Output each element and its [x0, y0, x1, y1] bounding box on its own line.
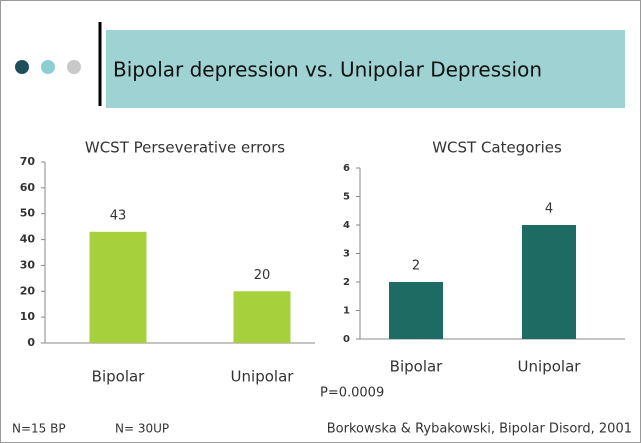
- bar: [389, 282, 443, 339]
- note: N=15 BP: [12, 422, 66, 436]
- y-tick-label: 5: [343, 192, 350, 203]
- y-tick-label: 6: [343, 163, 350, 174]
- x-tick-label: Bipolar: [92, 368, 146, 386]
- y-tick-label: 1: [343, 306, 350, 317]
- value-label: 20: [254, 268, 271, 283]
- x-tick-label: Unipolar: [518, 358, 582, 376]
- y-tick-label: 2: [343, 277, 350, 288]
- dot: [67, 60, 81, 74]
- value-label: 43: [110, 208, 127, 223]
- y-tick-label: 60: [20, 181, 36, 194]
- y-tick-label: 0: [27, 336, 35, 349]
- chart-title: WCST Categories: [432, 139, 562, 157]
- y-tick-label: 50: [20, 207, 36, 220]
- y-tick-label: 40: [20, 233, 36, 246]
- x-tick-label: Bipolar: [390, 358, 444, 376]
- p-value: P=0.0009: [320, 386, 384, 401]
- bar: [89, 231, 147, 343]
- bar: [522, 225, 576, 339]
- x-tick-label: Unipolar: [231, 368, 295, 386]
- note: N= 30UP: [115, 422, 169, 436]
- dot: [15, 60, 29, 74]
- y-tick-label: 10: [20, 310, 36, 323]
- y-tick-label: 0: [343, 334, 350, 345]
- value-label: 2: [412, 259, 420, 274]
- y-tick-label: 30: [20, 258, 36, 271]
- chart-title: WCST Perseverative errors: [85, 139, 285, 157]
- y-tick-label: 4: [343, 220, 350, 231]
- y-tick-label: 3: [343, 249, 350, 260]
- slide-title: Bipolar depression vs. Unipolar Depressi…: [113, 58, 542, 82]
- bar: [233, 291, 291, 343]
- citation: Borkowska & Rybakowski, Bipolar Disord, …: [327, 422, 632, 437]
- y-tick-label: 70: [20, 155, 36, 168]
- dot: [41, 60, 55, 74]
- y-tick-label: 20: [20, 284, 36, 297]
- title-box: [106, 30, 625, 108]
- value-label: 4: [545, 202, 553, 217]
